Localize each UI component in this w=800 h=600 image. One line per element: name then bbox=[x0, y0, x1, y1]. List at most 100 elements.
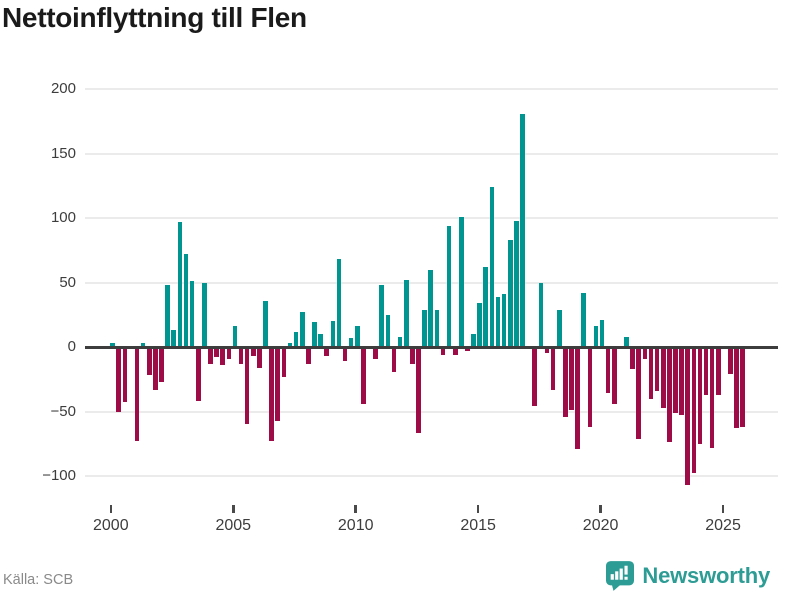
bar-negative bbox=[324, 347, 330, 357]
bar-positive bbox=[355, 326, 360, 347]
bar-negative bbox=[208, 347, 213, 364]
x-axis-tick bbox=[109, 505, 113, 513]
bar-negative bbox=[220, 347, 226, 366]
bar-negative bbox=[630, 347, 635, 369]
x-axis-label: 2025 bbox=[705, 517, 741, 534]
bar-positive bbox=[202, 282, 207, 347]
bar-negative bbox=[153, 347, 158, 390]
bar-negative bbox=[740, 347, 746, 427]
bar-positive bbox=[299, 312, 305, 347]
bar-positive bbox=[348, 337, 354, 347]
bar-negative bbox=[667, 347, 672, 443]
bar-positive bbox=[385, 314, 391, 347]
bar-negative bbox=[636, 347, 642, 439]
newsworthy-logo[interactable]: Newsworthy bbox=[606, 561, 770, 591]
bar-negative bbox=[410, 347, 415, 364]
bar-positive bbox=[489, 187, 495, 347]
bar-negative bbox=[544, 347, 550, 354]
x-axis-label: 2010 bbox=[337, 517, 374, 534]
bar-negative bbox=[605, 347, 611, 394]
bar-negative bbox=[116, 347, 121, 412]
bar-negative bbox=[361, 347, 366, 404]
bar-negative bbox=[214, 347, 219, 358]
bar-negative bbox=[134, 347, 140, 442]
y-axis-label: 0 bbox=[67, 338, 76, 355]
bar-positive bbox=[403, 279, 409, 347]
bar-negative bbox=[440, 347, 446, 355]
x-axis-tick bbox=[476, 505, 480, 513]
bar-negative bbox=[728, 347, 733, 375]
newsworthy-wordmark: Newsworthy bbox=[642, 563, 770, 588]
bar-positive bbox=[624, 336, 629, 347]
bar-negative bbox=[660, 347, 666, 408]
bar-negative bbox=[281, 347, 287, 377]
gridline bbox=[85, 410, 778, 413]
bar-negative bbox=[703, 347, 709, 395]
bar-negative bbox=[147, 347, 152, 376]
bar-positive bbox=[501, 294, 507, 347]
y-axis-label: −100 bbox=[42, 467, 76, 484]
bar-negative bbox=[654, 347, 660, 391]
bar-negative bbox=[269, 347, 274, 442]
bar-positive bbox=[110, 343, 115, 347]
bar-positive bbox=[428, 269, 434, 347]
bar-positive bbox=[520, 113, 525, 347]
bar-positive bbox=[183, 254, 189, 347]
gridline bbox=[85, 152, 778, 155]
bar-negative bbox=[244, 347, 250, 425]
bar-positive bbox=[379, 285, 385, 347]
bar-positive bbox=[397, 336, 403, 347]
bar-positive bbox=[581, 292, 586, 347]
x-axis-label: 2000 bbox=[93, 517, 129, 534]
bar-positive bbox=[538, 282, 544, 347]
chart-title: Nettoinflyttning till Flen bbox=[2, 2, 307, 33]
bar-negative bbox=[587, 347, 593, 427]
bar-negative bbox=[416, 347, 421, 434]
bar-negative bbox=[465, 347, 470, 351]
zero-axis-line bbox=[85, 345, 778, 349]
x-axis-label: 2005 bbox=[215, 517, 252, 534]
bar-negative bbox=[709, 347, 715, 448]
bar-negative bbox=[734, 347, 739, 429]
bar-positive bbox=[459, 216, 464, 347]
bar-negative bbox=[275, 347, 281, 421]
bar-negative bbox=[306, 347, 311, 364]
bar-positive bbox=[165, 285, 170, 347]
bar-negative bbox=[251, 347, 256, 357]
bar-positive bbox=[471, 334, 476, 347]
bar-positive bbox=[593, 326, 599, 347]
bar-negative bbox=[697, 347, 703, 444]
bar-positive bbox=[177, 221, 183, 347]
x-axis-tick bbox=[721, 505, 725, 513]
bar-negative bbox=[648, 347, 654, 399]
bar-negative bbox=[569, 347, 574, 411]
bar-positive bbox=[495, 296, 501, 347]
bar-positive bbox=[477, 303, 482, 347]
bar-positive bbox=[514, 220, 519, 347]
bar-negative bbox=[257, 347, 262, 368]
bar-negative bbox=[685, 347, 690, 486]
bar-positive bbox=[189, 281, 195, 347]
y-axis-label: 50 bbox=[59, 273, 76, 291]
bar-negative bbox=[122, 347, 128, 403]
bar-positive bbox=[483, 267, 489, 347]
bar-negative bbox=[715, 347, 721, 395]
bar-negative bbox=[452, 347, 458, 355]
bar-positive bbox=[330, 321, 336, 347]
gridline bbox=[85, 217, 778, 219]
bar-negative bbox=[550, 347, 556, 390]
bar-negative bbox=[195, 347, 201, 402]
gridline bbox=[85, 475, 778, 477]
y-axis-label: 100 bbox=[50, 209, 76, 226]
bar-positive bbox=[263, 300, 268, 347]
bar-negative bbox=[611, 347, 617, 404]
y-axis-label: 150 bbox=[50, 144, 76, 162]
x-axis-label: 2015 bbox=[460, 517, 496, 534]
x-axis-tick bbox=[232, 505, 235, 513]
bar-negative bbox=[159, 347, 164, 382]
bar-negative bbox=[342, 347, 348, 362]
y-axis-label: −50 bbox=[50, 402, 76, 420]
bar-negative bbox=[575, 347, 580, 449]
bar-positive bbox=[232, 326, 238, 347]
bar-negative bbox=[532, 347, 538, 407]
